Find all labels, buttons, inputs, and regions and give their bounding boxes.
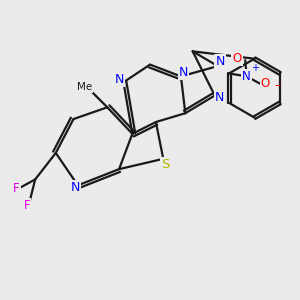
Text: N: N: [114, 74, 124, 86]
Text: +: +: [251, 63, 259, 73]
Text: O: O: [261, 77, 270, 90]
Text: F: F: [24, 200, 30, 212]
Text: F: F: [13, 182, 20, 195]
Text: S: S: [161, 158, 170, 171]
Text: Me: Me: [77, 82, 92, 92]
Text: N: N: [71, 181, 80, 194]
Text: N: N: [214, 92, 224, 104]
Text: –: –: [274, 79, 280, 92]
Text: O: O: [232, 52, 242, 65]
Text: N: N: [178, 66, 188, 80]
Text: N: N: [215, 55, 225, 68]
Text: N: N: [242, 70, 251, 83]
